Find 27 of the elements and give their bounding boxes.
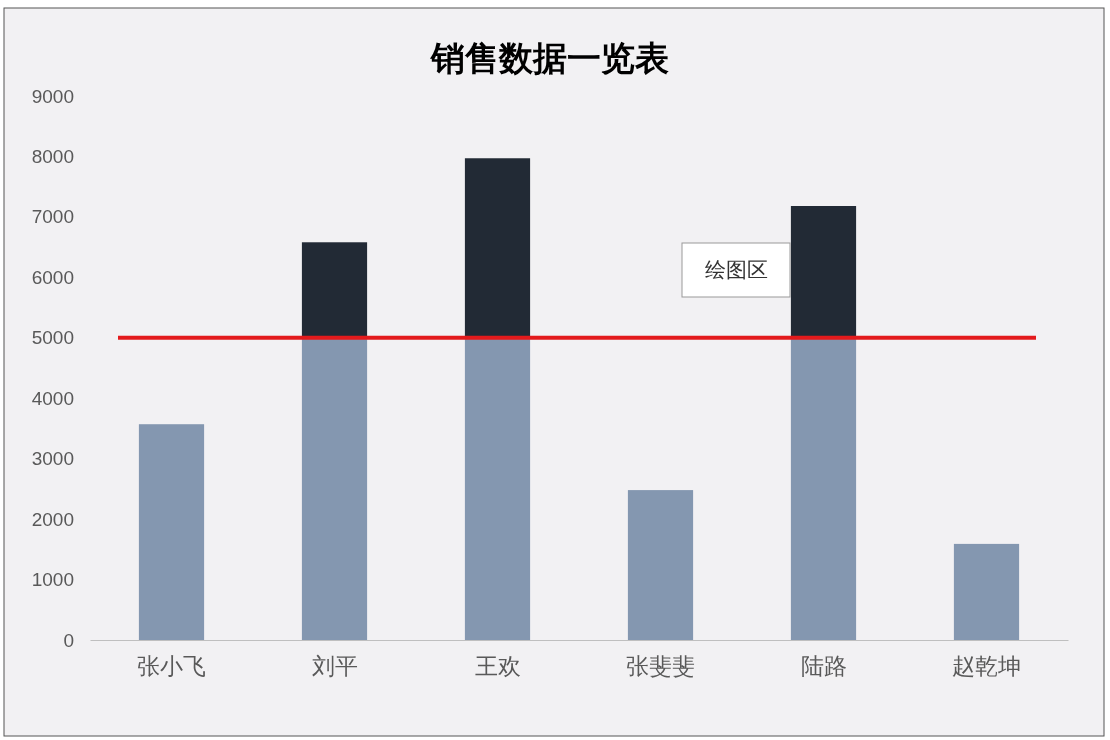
chart-title: 销售数据一览表 xyxy=(429,38,669,78)
y-tick-label: 8000 xyxy=(31,146,74,168)
bar xyxy=(790,337,857,640)
x-tick-label: 赵乾坤 xyxy=(952,653,1021,680)
x-tick-label: 陆路 xyxy=(800,653,847,680)
bar xyxy=(953,543,1020,640)
x-tick-label: 张小飞 xyxy=(137,653,206,680)
bar xyxy=(790,206,857,338)
bar xyxy=(301,337,368,640)
bar xyxy=(464,158,531,338)
bar xyxy=(627,490,694,640)
y-tick-label: 1000 xyxy=(31,569,74,591)
y-tick-label: 5000 xyxy=(31,327,74,349)
x-tick-label: 张斐斐 xyxy=(626,653,695,680)
y-tick-label: 9000 xyxy=(31,85,74,107)
y-tick-label: 4000 xyxy=(31,387,74,409)
y-tick-label: 3000 xyxy=(31,448,74,470)
y-tick-label: 2000 xyxy=(31,508,74,530)
x-tick-label: 王欢 xyxy=(474,653,521,680)
x-tick-label: 刘平 xyxy=(311,653,358,680)
y-tick-label: 7000 xyxy=(31,206,74,228)
y-tick-label: 6000 xyxy=(31,266,74,288)
bar xyxy=(138,424,205,640)
annotation: 绘图区 xyxy=(704,258,768,282)
y-tick-label: 0 xyxy=(63,629,74,651)
bar xyxy=(301,242,368,338)
bar xyxy=(464,337,531,640)
